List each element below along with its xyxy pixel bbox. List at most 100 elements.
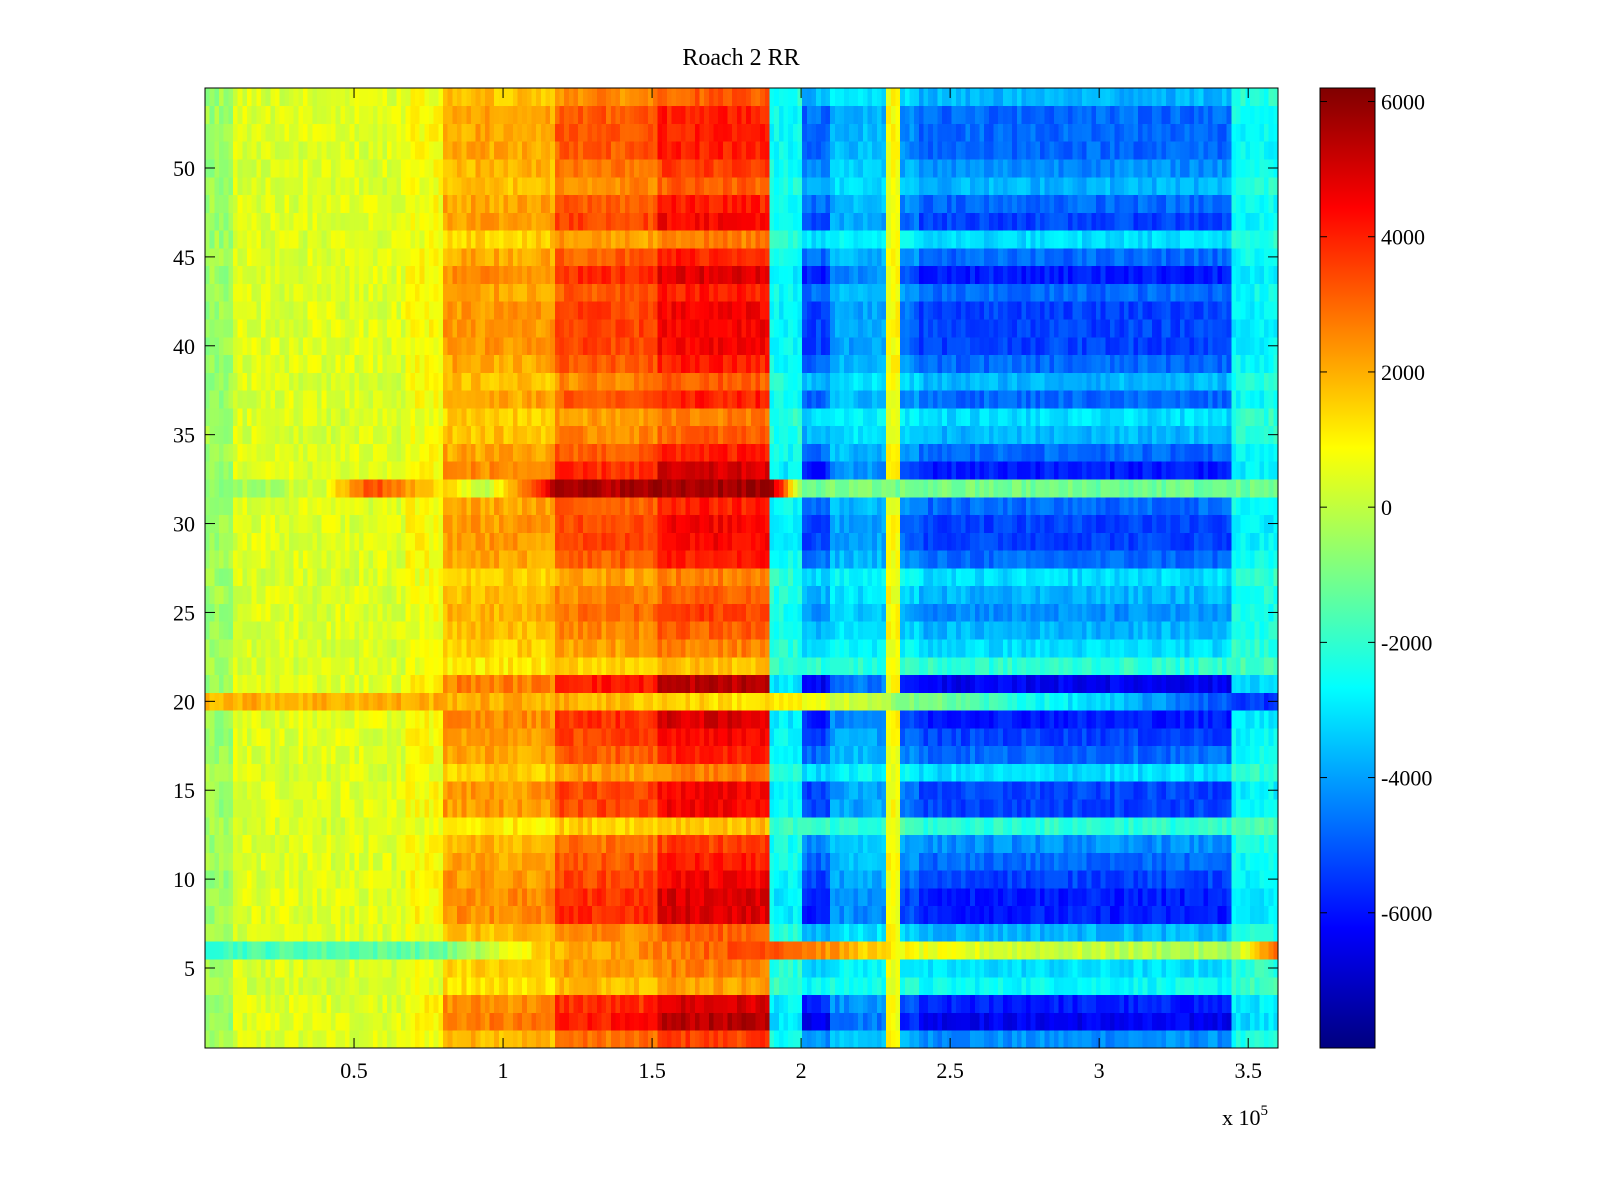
heatmap-cell bbox=[1044, 692, 1051, 711]
heatmap-cell bbox=[900, 994, 906, 1013]
heatmap-cell bbox=[1245, 994, 1251, 1013]
heatmap-cell bbox=[242, 710, 248, 729]
heatmap-cell bbox=[1035, 941, 1041, 960]
heatmap-cell bbox=[1100, 834, 1106, 853]
heatmap-cell bbox=[932, 976, 939, 996]
heatmap-cell bbox=[713, 994, 719, 1013]
heatmap-cell bbox=[1007, 834, 1013, 853]
heatmap-cell bbox=[419, 834, 425, 853]
heatmap-cell bbox=[489, 674, 495, 693]
heatmap-cell bbox=[676, 728, 682, 747]
heatmap-cell bbox=[648, 852, 654, 871]
heatmap-cell bbox=[279, 923, 285, 942]
heatmap-cell bbox=[391, 834, 397, 853]
heatmap-cell bbox=[858, 745, 864, 764]
heatmap-cell bbox=[531, 710, 537, 729]
heatmap-cell bbox=[1236, 816, 1242, 836]
heatmap-cell bbox=[872, 781, 878, 800]
heatmap-cell bbox=[1166, 674, 1172, 693]
heatmap-cell bbox=[988, 834, 995, 853]
heatmap-cell bbox=[1105, 905, 1111, 924]
heatmap-cell bbox=[494, 994, 500, 1013]
heatmap-cell bbox=[312, 870, 318, 889]
heatmap-cell bbox=[344, 1030, 351, 1049]
heatmap-cell bbox=[820, 816, 827, 836]
heatmap-cell bbox=[1231, 941, 1237, 960]
heatmap-cell bbox=[424, 870, 430, 889]
heatmap-cell bbox=[1231, 976, 1237, 996]
heatmap-cell bbox=[685, 674, 691, 693]
heatmap-cell bbox=[1138, 674, 1144, 693]
heatmap-cell bbox=[330, 781, 337, 800]
heatmap-cell bbox=[970, 763, 976, 782]
heatmap-cell bbox=[942, 870, 948, 889]
heatmap-cell bbox=[694, 870, 701, 889]
heatmap-cell bbox=[965, 852, 971, 871]
heatmap-cell bbox=[316, 745, 323, 764]
heatmap-cell bbox=[321, 852, 327, 871]
heatmap-cell bbox=[638, 763, 645, 782]
heatmap-cell bbox=[349, 728, 355, 747]
heatmap-cell bbox=[1208, 888, 1214, 907]
heatmap-cell bbox=[722, 959, 729, 978]
heatmap-cell bbox=[391, 816, 397, 836]
heatmap-cell bbox=[1138, 816, 1144, 836]
heatmap-cell bbox=[302, 994, 309, 1013]
heatmap-cell bbox=[475, 923, 481, 942]
heatmap-cell bbox=[965, 745, 971, 764]
heatmap-cell bbox=[1128, 834, 1134, 853]
heatmap-cell bbox=[895, 781, 901, 800]
heatmap-cell bbox=[489, 692, 495, 711]
heatmap-cell bbox=[531, 905, 537, 924]
heatmap-cell bbox=[620, 976, 626, 996]
heatmap-cell bbox=[1091, 745, 1097, 764]
heatmap-cell bbox=[302, 799, 309, 818]
heatmap-cell bbox=[1016, 959, 1023, 978]
heatmap-cell bbox=[358, 710, 365, 729]
heatmap-cell bbox=[666, 994, 673, 1013]
heatmap-cell bbox=[690, 1012, 696, 1031]
heatmap-cell bbox=[1012, 852, 1018, 871]
heatmap-cell bbox=[1026, 959, 1032, 978]
heatmap-cell bbox=[881, 1030, 887, 1049]
heatmap-row bbox=[205, 941, 1279, 960]
heatmap-cell bbox=[956, 1030, 962, 1049]
heatmap-cell bbox=[358, 728, 365, 747]
heatmap-cell bbox=[816, 888, 822, 907]
heatmap-cell bbox=[1026, 674, 1032, 693]
heatmap-cell bbox=[960, 888, 967, 907]
heatmap-cell bbox=[568, 799, 575, 818]
heatmap-cell bbox=[937, 1030, 943, 1049]
heatmap-cell bbox=[1147, 888, 1153, 907]
heatmap-cell bbox=[662, 674, 668, 693]
heatmap-cell bbox=[629, 763, 635, 782]
heatmap-cell bbox=[872, 799, 878, 818]
heatmap-cell bbox=[559, 799, 565, 818]
heatmap-cell bbox=[909, 834, 915, 853]
heatmap-cell bbox=[540, 1012, 547, 1031]
heatmap-cell bbox=[1133, 905, 1139, 924]
heatmap-cell bbox=[1058, 1012, 1064, 1031]
heatmap-cell bbox=[778, 745, 785, 764]
heatmap-cell bbox=[872, 763, 878, 782]
heatmap-cell bbox=[494, 941, 500, 960]
heatmap-cell bbox=[256, 834, 262, 853]
heatmap-cell bbox=[316, 905, 323, 924]
heatmap-cell bbox=[349, 1012, 355, 1031]
heatmap-cell bbox=[592, 799, 598, 818]
heatmap-cell bbox=[825, 941, 831, 960]
heatmap-cell bbox=[363, 923, 369, 942]
heatmap-cell bbox=[494, 710, 500, 729]
heatmap-cell bbox=[433, 781, 439, 800]
heatmap-cell bbox=[1119, 976, 1125, 996]
heatmap-cell bbox=[615, 799, 621, 818]
heatmap-cell bbox=[946, 1030, 953, 1049]
heatmap-cell bbox=[741, 674, 747, 693]
heatmap-cell bbox=[671, 994, 677, 1013]
heatmap-cell bbox=[1152, 852, 1158, 871]
heatmap-cell bbox=[1114, 781, 1120, 800]
heatmap-cell bbox=[718, 1012, 724, 1031]
heatmap-cell bbox=[988, 905, 995, 924]
heatmap-cell bbox=[246, 1012, 253, 1031]
heatmap-cell bbox=[652, 816, 659, 836]
